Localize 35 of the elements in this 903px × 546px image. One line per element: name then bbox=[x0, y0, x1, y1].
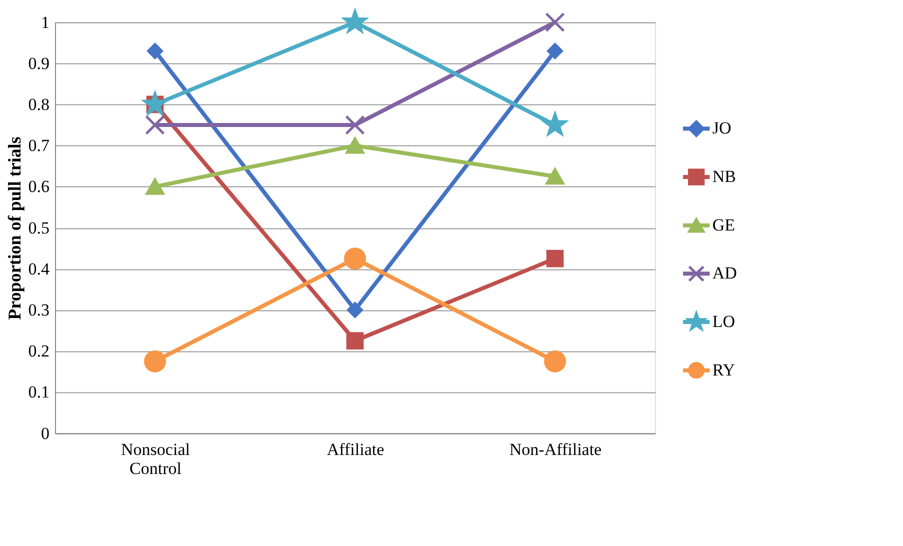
y-tick-label: 0.3 bbox=[28, 300, 50, 320]
point bbox=[546, 168, 564, 185]
legend-label: AD bbox=[712, 264, 737, 283]
y-tick-label: 0 bbox=[41, 424, 50, 443]
y-tick-label: 0.5 bbox=[28, 218, 50, 238]
y-tick-label: 0.4 bbox=[28, 259, 50, 278]
point bbox=[545, 12, 565, 32]
y-tick-label: 0.9 bbox=[28, 54, 50, 73]
point bbox=[146, 178, 164, 195]
y-axis-title: Proportion of pull trials bbox=[4, 136, 24, 320]
y-tick-label: 0.8 bbox=[28, 94, 50, 114]
legend-label: RY bbox=[712, 360, 736, 380]
point bbox=[144, 350, 166, 372]
point bbox=[345, 115, 365, 135]
point bbox=[544, 350, 566, 372]
y-tick-label: 0.1 bbox=[28, 382, 50, 402]
y-tick-label: 1 bbox=[41, 12, 50, 32]
legend-label: NB bbox=[712, 167, 736, 186]
x-tick-label: Nonsocial Control bbox=[121, 440, 190, 478]
point bbox=[347, 302, 363, 318]
point bbox=[546, 250, 564, 268]
legend-label: GE bbox=[712, 215, 736, 234]
point bbox=[147, 43, 163, 59]
x-tick-label: Non-Affiliate bbox=[509, 440, 602, 459]
x-tick-label: Affiliate bbox=[326, 440, 384, 459]
y-tick-label: 0.6 bbox=[28, 177, 50, 196]
point bbox=[547, 43, 563, 59]
y-tick-label: 0.7 bbox=[28, 136, 50, 156]
point bbox=[145, 115, 165, 135]
legend-label: LO bbox=[712, 312, 736, 331]
legend-label: JO bbox=[712, 118, 732, 138]
point bbox=[346, 332, 364, 350]
point bbox=[344, 248, 366, 270]
y-tick-label: 0.2 bbox=[28, 342, 50, 361]
point bbox=[346, 137, 364, 154]
